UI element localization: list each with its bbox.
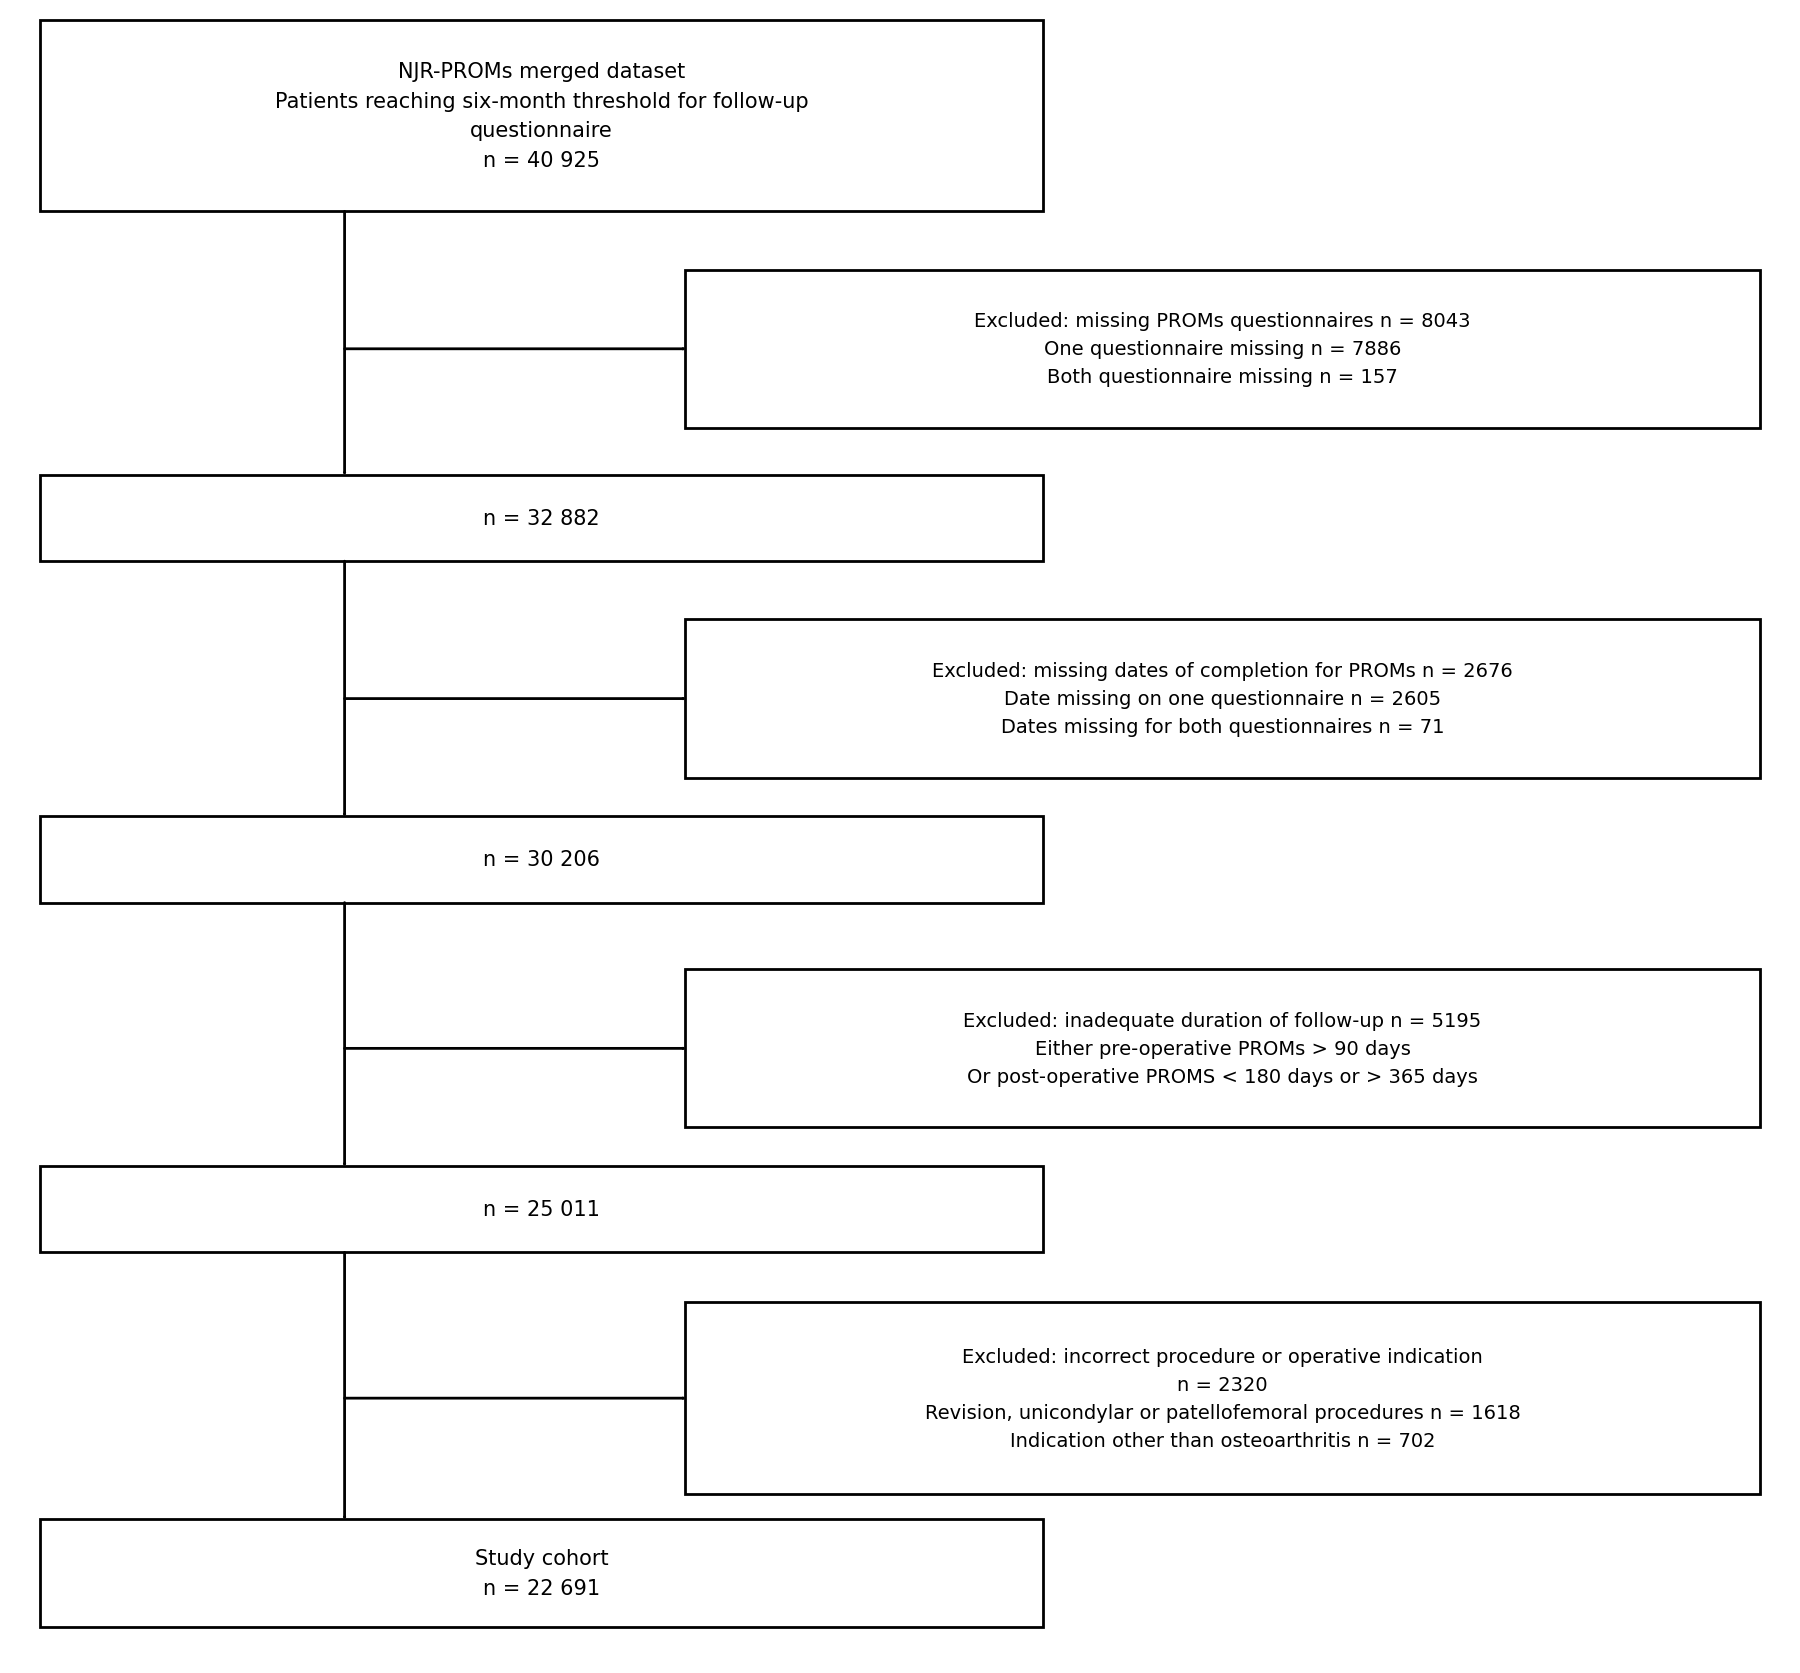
- FancyBboxPatch shape: [686, 621, 1760, 778]
- FancyBboxPatch shape: [40, 475, 1044, 562]
- Text: n = 25 011: n = 25 011: [482, 1200, 599, 1220]
- Text: Study cohort
n = 22 691: Study cohort n = 22 691: [475, 1548, 608, 1598]
- FancyBboxPatch shape: [686, 1303, 1760, 1494]
- FancyBboxPatch shape: [40, 816, 1044, 903]
- FancyBboxPatch shape: [686, 271, 1760, 428]
- FancyBboxPatch shape: [686, 970, 1760, 1128]
- FancyBboxPatch shape: [40, 1519, 1044, 1628]
- Text: Excluded: inadequate duration of follow-up n = 5195
Either pre-operative PROMs >: Excluded: inadequate duration of follow-…: [963, 1010, 1481, 1086]
- Text: Excluded: missing PROMs questionnaires n = 8043
One questionnaire missing n = 78: Excluded: missing PROMs questionnaires n…: [974, 313, 1471, 386]
- FancyBboxPatch shape: [40, 1166, 1044, 1253]
- Text: n = 30 206: n = 30 206: [482, 850, 599, 870]
- Text: NJR-PROMs merged dataset
Patients reaching six-month threshold for follow-up
que: NJR-PROMs merged dataset Patients reachi…: [275, 62, 808, 171]
- Text: n = 32 882: n = 32 882: [484, 509, 599, 529]
- FancyBboxPatch shape: [40, 20, 1044, 212]
- Text: Excluded: incorrect procedure or operative indication
n = 2320
Revision, unicond: Excluded: incorrect procedure or operati…: [925, 1347, 1521, 1450]
- Text: Excluded: missing dates of completion for PROMs n = 2676
Date missing on one que: Excluded: missing dates of completion fo…: [932, 663, 1512, 736]
